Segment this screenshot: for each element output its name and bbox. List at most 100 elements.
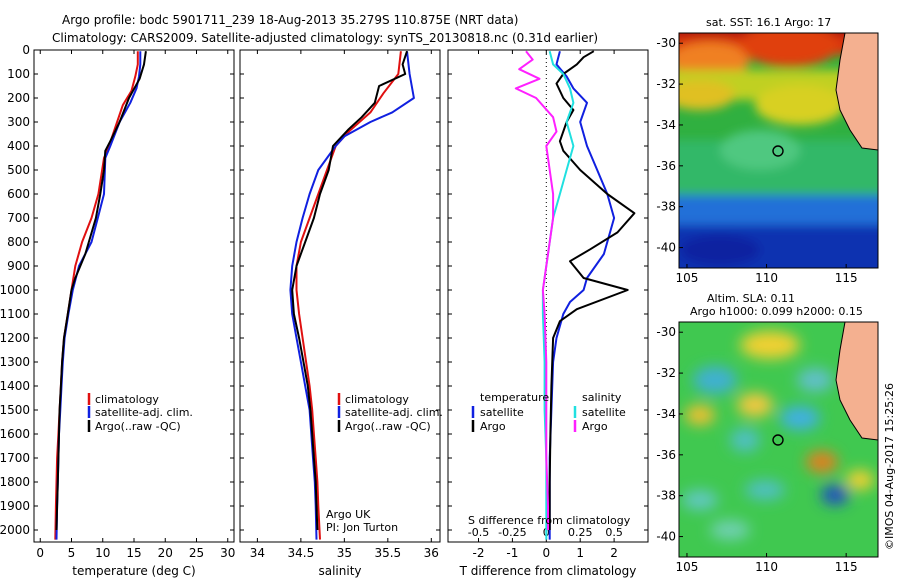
series-line-climatology [295,51,402,540]
x-tick-label: 2 [610,546,618,560]
x-tick-label: 5 [68,546,76,560]
x-tick-label: 0 [542,546,550,560]
s-difference-axis-label: S difference from climatology [468,514,631,527]
sla-map-title-1: Altim. SLA: 0.11 [707,292,795,305]
x-tick-label: 30 [220,546,235,560]
x-tick-label: 25 [189,546,204,560]
x-tick-label: 20 [158,546,173,560]
legend-label-s-satellite: satellite [582,406,626,419]
y-tick-label: 400 [7,139,30,153]
y-tick-label: 1600 [0,427,30,441]
map-y-tick-label: -38 [656,489,676,503]
s-tick-label: 0.25 [568,526,593,539]
y-tick-label: 100 [7,67,30,81]
map-x-tick-label: 110 [755,271,778,285]
plot-frame [239,49,441,543]
plot-frame [33,49,235,543]
plot-frame [447,49,649,543]
legend-label-t-satellite: satellite [480,406,524,419]
legend-label-climatology: climatology [345,393,409,406]
map-y-tick-label: -40 [656,530,676,544]
salinity-panel: 34 34.5 35 35.5 36 salinity [239,49,441,578]
x-tick-label: -2 [473,546,485,560]
australia-land [835,33,878,151]
legend-header-salinity: salinity [582,391,622,404]
sla-map-frame [678,321,879,558]
series-line-argo [548,50,636,530]
x-tick-label: 1 [576,546,584,560]
y-tick-label: 1300 [0,355,30,369]
sst-field [679,33,878,268]
map-y-tick-label: -36 [656,159,676,173]
x-axis-label: temperature (deg C) [72,564,195,578]
s-tick-label: 0.5 [605,526,623,539]
series-line-satellite [548,50,616,540]
s-tick-label: -0.25 [498,526,526,539]
sst-map-title: sat. SST: 16.1 Argo: 17 [706,16,831,29]
x-axis-label: salinity [318,564,361,578]
map-x-tick-label: 115 [835,560,858,574]
y-tick-label: 1000 [0,283,30,297]
map-y-tick-label: -30 [656,36,676,50]
salinity-legend: climatology satellite-adj. clim. Argo(..… [326,393,443,534]
difference-legend: temperature salinity satellite Argo sate… [468,391,631,527]
series-line-climatology [54,51,139,540]
map-x-tick-label: 110 [755,560,778,574]
title-line-1: Argo profile: bodc 5901711_239 18-Aug-20… [62,13,519,27]
sla-map-title-2: Argo h1000: 0.099 h2000: 0.15 [690,305,863,318]
map-x-tick-label: 105 [676,560,699,574]
temperature-panel: 0100200300400500600700800900100011001200… [0,43,235,578]
map-y-tick-label: -32 [656,366,676,380]
y-tick-label: 0 [22,43,30,57]
y-tick-label: 1500 [0,403,30,417]
map-x-tick-label: 105 [676,271,699,285]
y-tick-label: 300 [7,115,30,129]
difference-panel: -2 -1 0 1 2 T difference from climatology -0.5… [447,49,649,578]
title-line-2: Climatology: CARS2009. Satellite-adjuste… [52,31,598,45]
y-tick-label: 1100 [0,307,30,321]
legend-label-argo: Argo(..raw -QC) [95,420,181,433]
x-tick-label: 36 [424,546,439,560]
s-tick-label: -0.5 [468,526,489,539]
x-tick-label: -1 [506,546,518,560]
sla-field [679,322,878,557]
map-y-tick-label: -38 [656,200,676,214]
pi-annotation: PI: Jon Turton [326,521,398,534]
legend-label-satellite: satellite-adj. clim. [345,406,443,419]
map-y-tick-label: -34 [656,118,676,132]
y-tick-label: 900 [7,259,30,273]
y-tick-label: 1800 [0,475,30,489]
y-tick-label: 2000 [0,523,30,537]
temperature-legend: climatology satellite-adj. clim. Argo(..… [87,393,193,433]
australia-land [835,322,878,441]
legend-label-argo: Argo(..raw -QC) [345,420,431,433]
y-tick-label: 800 [7,235,30,249]
legend-label-s-argo: Argo [582,420,608,433]
y-tick-label: 200 [7,91,30,105]
argo-uk-annotation: Argo UK [326,508,371,521]
y-tick-label: 600 [7,187,30,201]
x-axis-label: T difference from climatology [459,564,637,578]
map-y-tick-label: -34 [656,407,676,421]
legend-header-temperature: temperature [480,391,549,404]
sla-argo-marker [772,434,784,446]
sla-map: Altim. SLA: 0.11 Argo h1000: 0.099 h2000… [656,292,879,574]
y-tick-label: 700 [7,211,30,225]
x-tick-label: 0 [36,546,44,560]
x-tick-label: 35 [337,546,352,560]
legend-label-satellite: satellite-adj. clim. [95,406,193,419]
series-line-argo [55,51,147,531]
y-tick-label: 1900 [0,499,30,513]
x-tick-label: 34.5 [288,546,315,560]
sst-argo-marker [772,145,784,157]
series-line-satellite [289,51,415,540]
series-line-argo [291,50,408,531]
series-line-satellite [55,51,142,540]
sst-map-frame [678,32,879,269]
map-y-tick-label: -30 [656,325,676,339]
x-tick-label: 10 [95,546,110,560]
map-y-tick-label: -36 [656,448,676,462]
x-tick-label: 34 [250,546,265,560]
imos-credit: ©IMOS 04-Aug-2017 15:25:26 [883,383,896,550]
